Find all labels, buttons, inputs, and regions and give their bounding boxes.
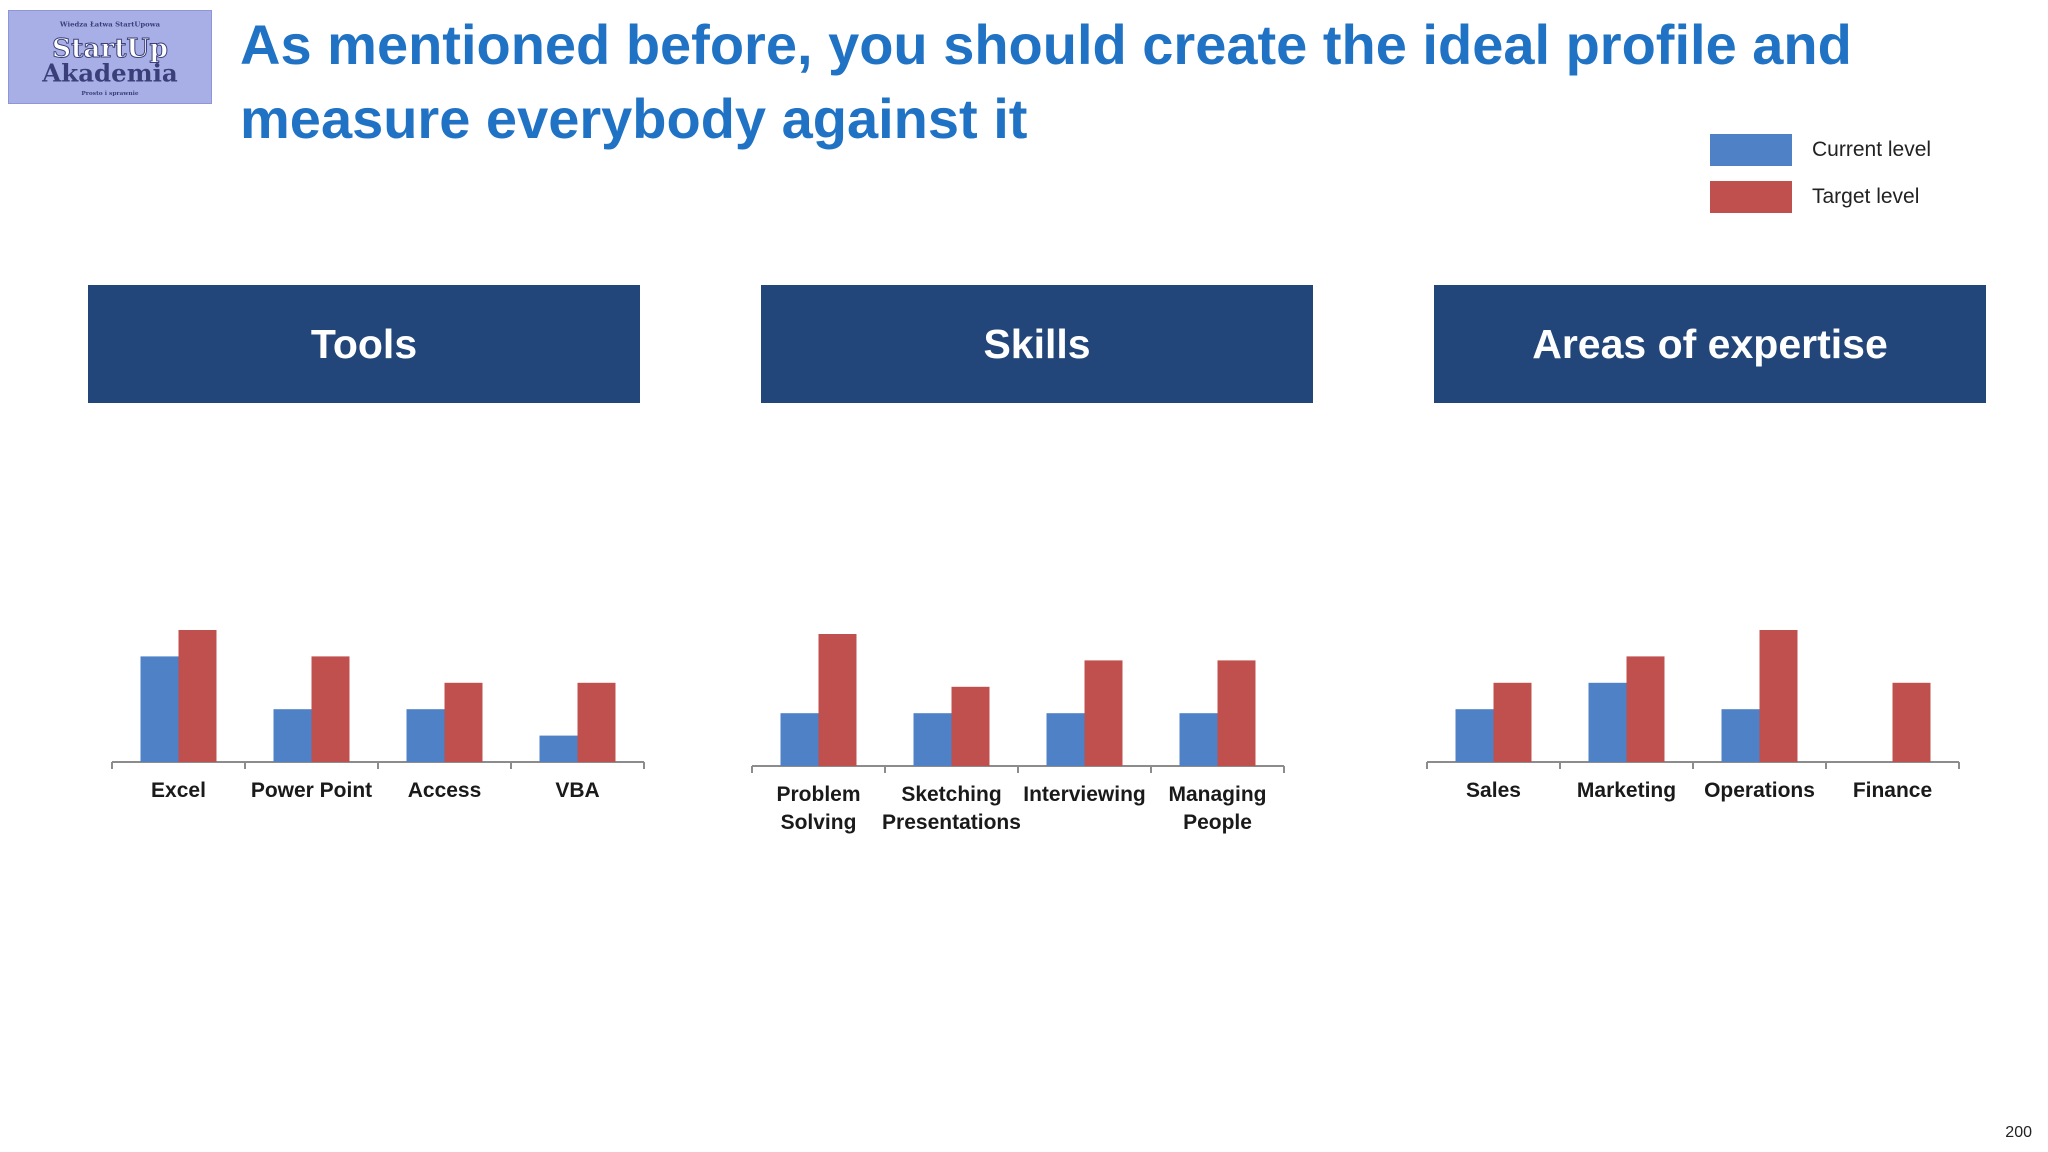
bar-current-level-access	[406, 709, 445, 762]
slide-title: As mentioned before, you should create t…	[240, 13, 1852, 150]
legend-label-target: Target level	[1812, 185, 1920, 208]
chart-skills-svg: Problem Solving Sketching PresentationsInte…	[751, 634, 1285, 834]
category-label-interviewing: Interviewing	[1023, 783, 1146, 806]
category-label-marketing: Marketing	[1577, 779, 1676, 802]
category-label-problem-solving: Problem Solving	[776, 783, 860, 834]
bar-target-level-problem-solving	[818, 634, 857, 766]
category-label-finance: Finance	[1853, 779, 1932, 802]
category-label-access: Access	[408, 779, 482, 802]
bar-target-level-finance	[1892, 682, 1931, 762]
chart-tools: Excel Power Point Access VBA	[100, 560, 660, 860]
bar-current-level-vba	[539, 735, 578, 762]
category-label-managing-people: Managing People	[1169, 783, 1267, 834]
bar-current-level-sketching-presentations	[913, 713, 952, 766]
logo-line2: Akademia	[41, 58, 178, 87]
logo-top-text: Wiedza Łatwa StartUpowa	[59, 21, 161, 29]
bar-current-level-managing-people	[1179, 713, 1218, 766]
legend-label-current: Current level	[1812, 138, 1932, 161]
legend-swatch-current	[1710, 134, 1792, 166]
bar-current-level-excel	[140, 656, 179, 762]
startup-akademia-logo: Wiedza Łatwa StartUpowa StartUp Akademia…	[8, 10, 212, 104]
chart-tools-svg: Excel Power Point Access VBA	[111, 630, 645, 802]
chart-skills: Problem Solving Sketching Presentations Inte…	[740, 560, 1300, 860]
bar-target-level-vba	[577, 682, 616, 762]
legend-item-current: Current level	[1710, 134, 1931, 166]
category-label-vba: VBA	[555, 779, 599, 802]
category-label-excel: Excel	[151, 779, 206, 802]
bar-target-level-interviewing	[1084, 660, 1123, 766]
bar-target-level-excel	[178, 630, 217, 762]
legend-item-target: Target level	[1710, 181, 1931, 213]
bar-current-level-marketing	[1588, 682, 1627, 762]
legend-swatch-target	[1710, 181, 1792, 213]
bar-current-level-sales	[1455, 709, 1494, 762]
bar-target-level-operations	[1759, 630, 1798, 762]
bar-current-level-operations	[1721, 709, 1760, 762]
chart-legend: Current level Target level	[1710, 134, 1931, 228]
bar-current-level-problem-solving	[780, 713, 819, 766]
section-header-areas-of-expertise: Areas of expertise	[1434, 285, 1986, 403]
chart-areas-of-expertise: Sales Marketing Operations Finance	[1415, 560, 1975, 860]
bar-current-level-interviewing	[1046, 713, 1085, 766]
bar-target-level-sketching-presentations	[951, 686, 990, 766]
category-label-operations: Operations	[1704, 779, 1815, 802]
category-label-sales: Sales	[1466, 779, 1521, 802]
bar-target-level-power-point	[311, 656, 350, 762]
chart-areas-svg: Sales Marketing Operations Finance	[1426, 630, 1960, 802]
bar-current-level-power-point	[273, 709, 312, 762]
bar-target-level-managing-people	[1217, 660, 1256, 766]
category-label-sketching-presentations: Sketching Presentations	[882, 783, 1021, 834]
bar-target-level-access	[444, 682, 483, 762]
logo-bottom-text: Prosto i sprawnie	[81, 90, 138, 97]
logo-line1: StartUp	[52, 33, 168, 64]
bar-target-level-sales	[1493, 682, 1532, 762]
bar-target-level-marketing	[1626, 656, 1665, 762]
logo-graphic: Wiedza Łatwa StartUpowa StartUp Akademia…	[41, 21, 178, 98]
category-label-power-point: Power Point	[251, 779, 372, 802]
page-number: 200	[2005, 1124, 2032, 1141]
section-header-skills: Skills	[761, 285, 1313, 403]
section-header-tools: Tools	[88, 285, 640, 403]
